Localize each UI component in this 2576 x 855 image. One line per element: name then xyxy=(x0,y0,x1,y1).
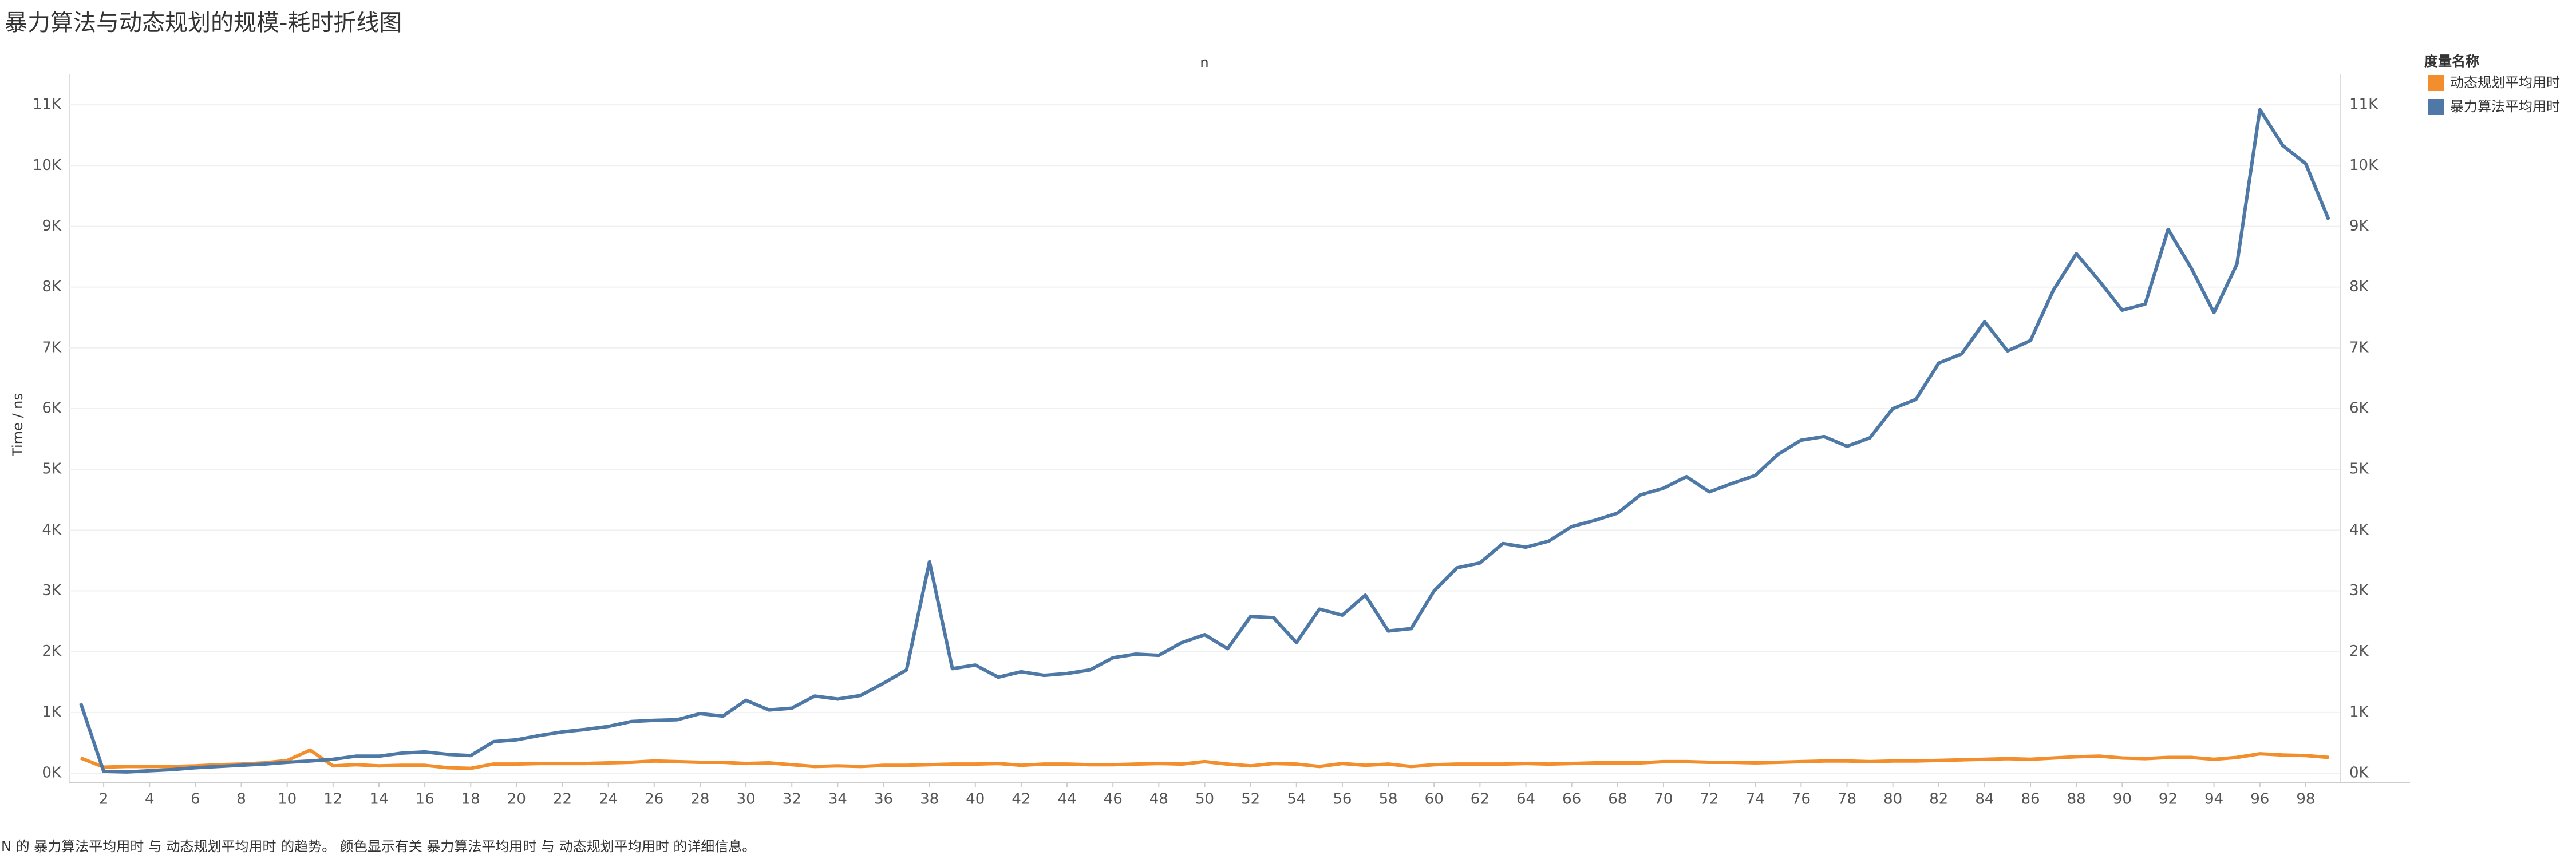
y-tick-label: 4K xyxy=(42,521,62,539)
x-tick-label: 18 xyxy=(461,791,480,808)
x-tick-label: 26 xyxy=(645,791,663,808)
x-tick-label: 42 xyxy=(1012,791,1030,808)
x-tick-label: 76 xyxy=(1792,791,1811,808)
x-tick-label: 94 xyxy=(2204,791,2223,808)
x-tick-label: 24 xyxy=(599,791,618,808)
x-tick-label: 52 xyxy=(1241,791,1260,808)
x-tick-label: 8 xyxy=(236,791,246,808)
x-tick-label: 12 xyxy=(323,791,342,808)
x-tick-label: 98 xyxy=(2296,791,2315,808)
right-y-tick-label: 2K xyxy=(2349,643,2369,660)
x-header: n xyxy=(1200,54,1208,70)
right-y-tick-label: 1K xyxy=(2349,703,2369,721)
x-tick-label: 50 xyxy=(1195,791,1214,808)
x-tick-label: 80 xyxy=(1883,791,1902,808)
series-line xyxy=(80,748,2329,770)
right-y-tick-label: 4K xyxy=(2349,521,2369,539)
right-y-tick-label: 0K xyxy=(2349,765,2369,782)
right-y-tick-label: 8K xyxy=(2349,278,2369,295)
legend-label: 暴力算法平均用时 xyxy=(2450,98,2560,114)
right-y-tick-label: 6K xyxy=(2349,399,2369,417)
x-tick-label: 74 xyxy=(1746,791,1765,808)
y-tick-label: 3K xyxy=(42,582,62,599)
x-tick-label: 72 xyxy=(1700,791,1719,808)
x-tick-label: 30 xyxy=(737,791,756,808)
x-tick-label: 86 xyxy=(2021,791,2040,808)
x-tick-label: 60 xyxy=(1425,791,1444,808)
x-tick-label: 32 xyxy=(783,791,801,808)
x-tick-label: 48 xyxy=(1149,791,1168,808)
x-tick-label: 68 xyxy=(1608,791,1627,808)
right-y-tick-label: 10K xyxy=(2349,157,2379,174)
right-y-tick-label: 11K xyxy=(2349,96,2379,113)
y-tick-label: 6K xyxy=(42,399,62,417)
x-tick-label: 92 xyxy=(2159,791,2178,808)
x-tick-label: 56 xyxy=(1333,791,1352,808)
x-tick-label: 14 xyxy=(369,791,388,808)
y-axis-label: Time / ns xyxy=(10,393,26,457)
x-tick-label: 88 xyxy=(2067,791,2086,808)
x-tick-label: 40 xyxy=(966,791,985,808)
x-tick-label: 58 xyxy=(1379,791,1398,808)
x-tick-label: 82 xyxy=(1929,791,1948,808)
caption: N 的 暴力算法平均用时 与 动态规划平均用时 的趋势。 颜色显示有关 暴力算法… xyxy=(1,838,756,854)
x-tick-label: 96 xyxy=(2250,791,2269,808)
x-tick-label: 38 xyxy=(920,791,939,808)
x-tick-label: 20 xyxy=(507,791,526,808)
x-tick-label: 22 xyxy=(553,791,572,808)
y-tick-label: 5K xyxy=(42,461,62,478)
x-tick-label: 90 xyxy=(2113,791,2132,808)
x-tick-label: 54 xyxy=(1287,791,1306,808)
legend-label: 动态规划平均用时 xyxy=(2450,74,2560,90)
x-tick-label: 4 xyxy=(145,791,155,808)
y-tick-label: 2K xyxy=(42,643,62,660)
y-tick-label: 8K xyxy=(42,278,62,295)
y-tick-label: 11K xyxy=(33,96,62,113)
x-tick-label: 44 xyxy=(1058,791,1077,808)
x-tick-label: 6 xyxy=(191,791,200,808)
legend-swatch xyxy=(2428,99,2444,115)
right-y-tick-label: 3K xyxy=(2349,582,2369,599)
x-tick-label: 10 xyxy=(278,791,297,808)
right-y-tick-label: 9K xyxy=(2349,217,2369,235)
y-tick-label: 10K xyxy=(33,157,62,174)
x-tick-label: 78 xyxy=(1838,791,1856,808)
x-tick-label: 66 xyxy=(1562,791,1581,808)
x-tick-label: 36 xyxy=(874,791,893,808)
x-tick-label: 34 xyxy=(828,791,847,808)
x-tick-label: 70 xyxy=(1654,791,1673,808)
y-tick-label: 9K xyxy=(42,217,62,235)
y-tick-label: 1K xyxy=(42,703,62,721)
right-y-tick-label: 7K xyxy=(2349,339,2369,356)
x-tick-label: 16 xyxy=(416,791,434,808)
x-tick-label: 62 xyxy=(1471,791,1490,808)
x-tick-label: 64 xyxy=(1516,791,1535,808)
y-tick-label: 0K xyxy=(42,765,62,782)
legend-title: 度量名称 xyxy=(2424,53,2479,69)
x-tick-label: 2 xyxy=(99,791,109,808)
legend-swatch xyxy=(2428,75,2444,91)
right-y-tick-label: 5K xyxy=(2349,461,2369,478)
chart-title: 暴力算法与动态规划的规模-耗时折线图 xyxy=(5,10,402,36)
y-tick-label: 7K xyxy=(42,339,62,356)
x-tick-label: 84 xyxy=(1975,791,1994,808)
series-line xyxy=(79,108,2330,774)
x-tick-label: 28 xyxy=(690,791,709,808)
x-tick-label: 46 xyxy=(1104,791,1123,808)
